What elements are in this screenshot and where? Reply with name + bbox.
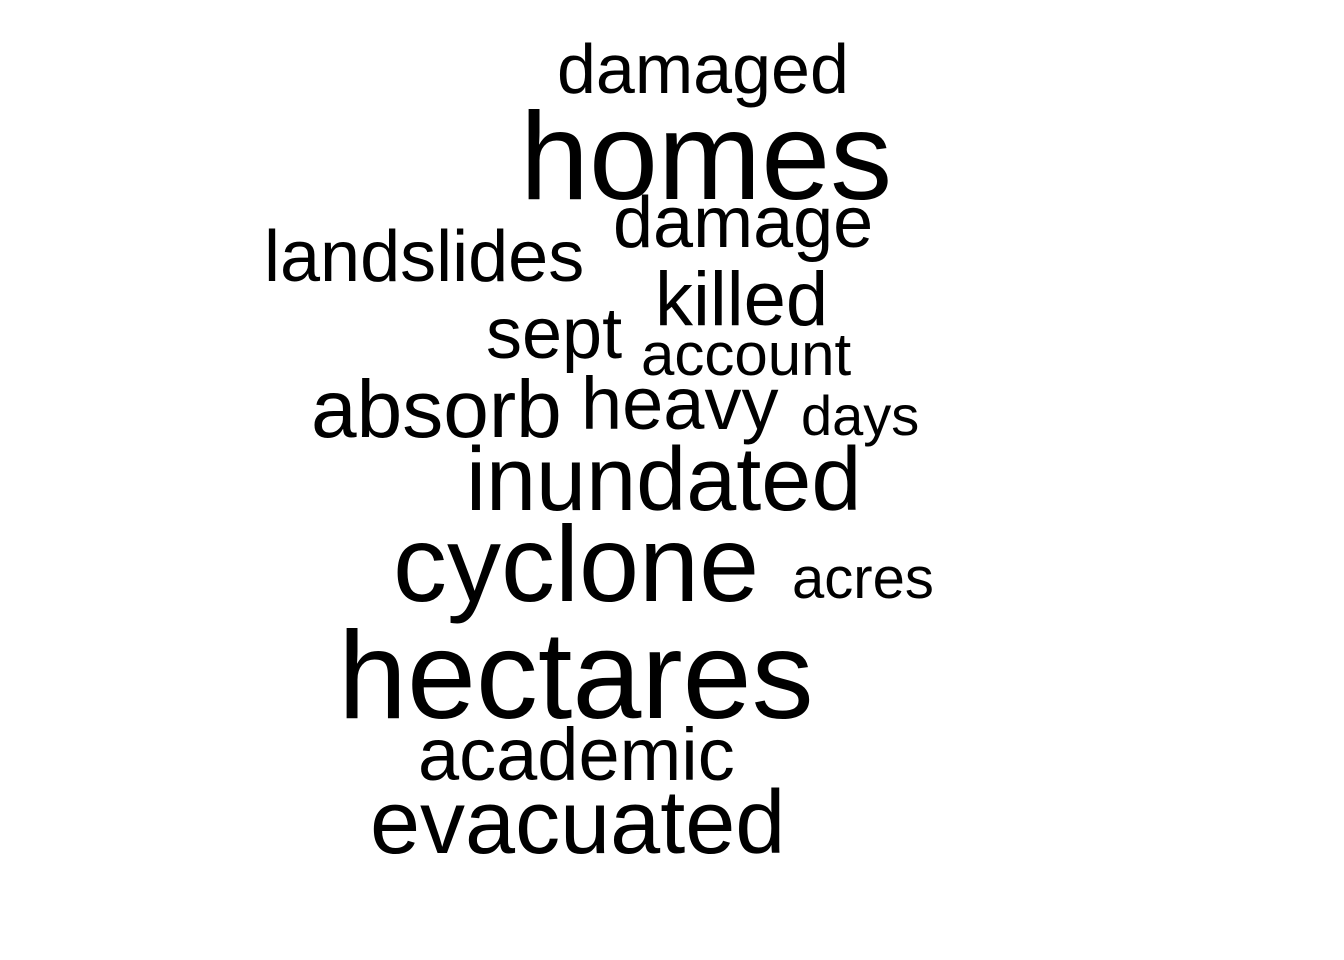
word-account: account [641,321,852,388]
word-killed: killed [655,257,829,342]
word-hectares: hectares [338,607,814,745]
word-damage: damage [613,183,874,263]
word-sept: sept [486,294,623,374]
word-landslides: landslides [264,217,585,297]
word-damaged: damaged [557,30,849,108]
word-cyclone: cyclone [393,503,760,624]
word-evacuated: evacuated [370,773,786,873]
word-inundated: inundated [466,430,862,530]
word-heavy: heavy [581,362,779,445]
word-acres: acres [792,546,934,611]
word-homes: homes [520,88,893,226]
word-academic: academic [418,713,735,796]
word-absorb: absorb [311,364,562,455]
word-days: days [801,384,920,447]
